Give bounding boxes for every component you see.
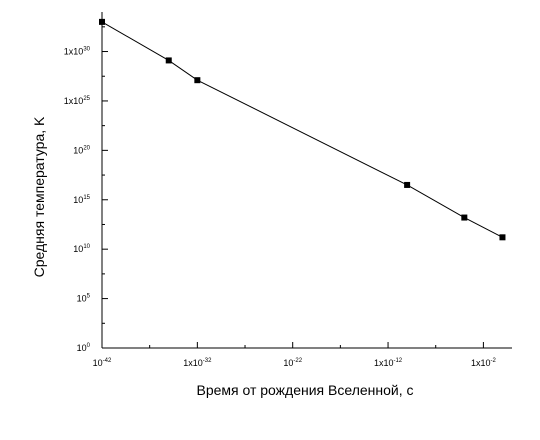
x-tick-exponent: -22 (293, 358, 302, 364)
y-tick-label: 1010 (73, 244, 90, 254)
x-tick-label: 10-22 (283, 358, 302, 368)
y-tick-exponent: 30 (83, 47, 90, 53)
x-tick-exponent: -42 (103, 358, 112, 364)
x-tick-exponent: -12 (393, 358, 402, 364)
data-point-marker (461, 214, 468, 221)
y-tick-exponent: 10 (83, 244, 90, 250)
data-point-marker (99, 18, 105, 25)
y-tick-exponent: 5 (87, 294, 91, 300)
x-tick-label: 10-42 (93, 358, 112, 368)
y-tick-label: 1020 (73, 145, 90, 155)
y-axis-title: Средняя температура, K (31, 116, 47, 277)
y-tick-exponent: 15 (83, 195, 90, 201)
series-line (101, 21, 503, 238)
x-tick-exponent: -2 (490, 358, 496, 364)
plot-area: 10-42 1x10-32 10-22 1x10-12 1x10-21001051010… (64, 12, 512, 368)
y-tick-exponent: 0 (87, 343, 91, 349)
data-point-marker (499, 234, 506, 241)
data-point-marker (194, 77, 201, 84)
x-tick-label: 1x10-32 (183, 358, 212, 368)
x-tick-label: 1x10-2 (471, 358, 497, 368)
x-tick-exponent: -32 (203, 358, 212, 364)
x-axis-title: Время от рождения Вселенной, с (196, 382, 413, 398)
y-tick-label: 1x1025 (64, 96, 91, 106)
data-point-marker (165, 57, 172, 64)
y-tick-exponent: 25 (83, 96, 90, 102)
y-tick-label: 1015 (73, 195, 90, 205)
x-tick-label: 1x10-12 (374, 358, 403, 368)
data-point-marker (404, 181, 411, 188)
y-tick-exponent: 20 (83, 145, 90, 151)
y-tick-label: 1x1030 (64, 47, 91, 57)
y-tick-label: 100 (77, 343, 91, 353)
y-tick-label: 105 (77, 294, 91, 304)
